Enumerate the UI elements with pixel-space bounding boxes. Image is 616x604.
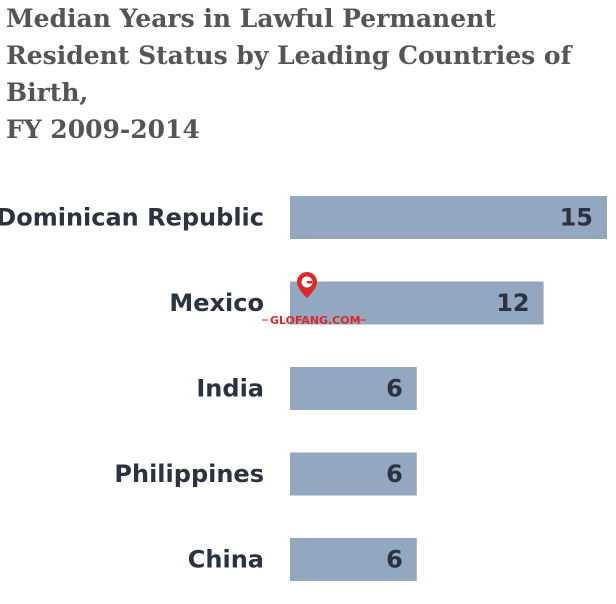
category-label-mexico: Mexico bbox=[169, 289, 264, 317]
bar-china bbox=[290, 538, 417, 581]
category-label-india: India bbox=[196, 375, 264, 403]
map-pin-g-logo-icon bbox=[297, 272, 317, 298]
bars-layer: Dominican Republic 15 Mexico 12 India 6 Philip… bbox=[0, 196, 607, 581]
bar-india bbox=[290, 367, 417, 410]
value-label-philippines: 6 bbox=[386, 460, 403, 488]
bar-philippines bbox=[290, 452, 417, 496]
category-label-philippines: Philippines bbox=[114, 460, 264, 488]
bar-mexico bbox=[290, 281, 544, 325]
watermark-text: GLOFANG.COM bbox=[270, 314, 361, 327]
bar-dominican-republic bbox=[290, 196, 607, 239]
value-label-china: 6 bbox=[386, 546, 403, 574]
value-label-mexico: 12 bbox=[496, 289, 529, 317]
category-label-china: China bbox=[188, 546, 264, 574]
category-label-dominican-republic: Dominican Republic bbox=[0, 204, 264, 232]
watermark: GLOFANG.COM bbox=[262, 272, 366, 327]
chart-title: Median Years in Lawful Permanent Residen… bbox=[6, 4, 572, 144]
value-label-india: 6 bbox=[386, 375, 403, 403]
value-label-dominican-republic: 15 bbox=[560, 204, 593, 232]
